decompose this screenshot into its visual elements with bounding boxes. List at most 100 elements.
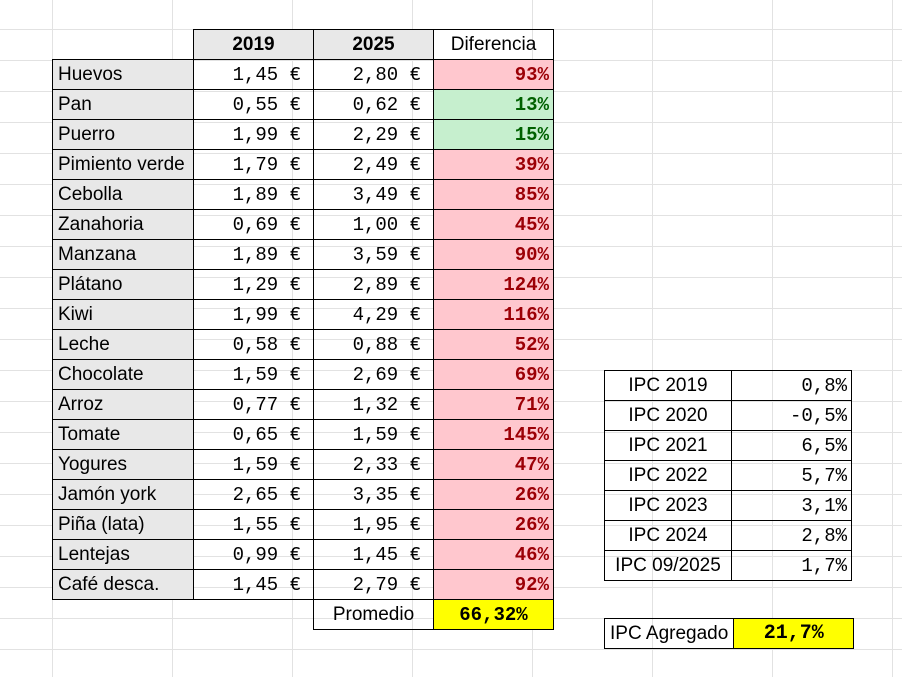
price-2019-cell[interactable]: 1,99 €: [193, 119, 314, 150]
price-2025-cell[interactable]: 2,33 €: [313, 449, 434, 480]
difference-cell[interactable]: 124%: [433, 269, 554, 300]
header-diferencia[interactable]: Diferencia: [433, 29, 554, 60]
product-name-cell[interactable]: Tomate: [52, 419, 194, 450]
price-2019-cell[interactable]: 1,29 €: [193, 269, 314, 300]
empty-cell[interactable]: [194, 600, 314, 630]
price-2019-cell[interactable]: 1,59 €: [193, 449, 314, 480]
price-2025-cell[interactable]: 3,49 €: [313, 179, 434, 210]
difference-cell[interactable]: 26%: [433, 479, 554, 510]
table-row: Puerro 1,99 €2,29 €15%: [52, 119, 554, 150]
ipc-value-cell[interactable]: 0,8%: [731, 370, 852, 401]
ipc-aggregate-label[interactable]: IPC Agregado: [603, 618, 735, 649]
product-name-cell[interactable]: Kiwi: [52, 299, 194, 330]
product-name-cell[interactable]: Leche: [52, 329, 194, 360]
difference-cell[interactable]: 15%: [433, 119, 554, 150]
ipc-label-cell[interactable]: IPC 2020: [604, 400, 732, 431]
ipc-label-cell[interactable]: IPC 2019: [604, 370, 732, 401]
ipc-label-cell[interactable]: IPC 2023: [604, 490, 732, 521]
difference-cell[interactable]: 92%: [433, 569, 554, 600]
ipc-value-cell[interactable]: 3,1%: [731, 490, 852, 521]
price-2025-cell[interactable]: 2,29 €: [313, 119, 434, 150]
header-corner-cell[interactable]: [53, 30, 194, 60]
price-2025-cell[interactable]: 4,29 €: [313, 299, 434, 330]
product-name-cell[interactable]: Jamón york: [52, 479, 194, 510]
difference-cell[interactable]: 47%: [433, 449, 554, 480]
product-name-cell[interactable]: Zanahoria: [52, 209, 194, 240]
ipc-value-cell[interactable]: 6,5%: [731, 430, 852, 461]
product-name-cell[interactable]: Chocolate: [52, 359, 194, 390]
difference-cell[interactable]: 52%: [433, 329, 554, 360]
header-2019[interactable]: 2019: [193, 29, 314, 60]
difference-cell[interactable]: 39%: [433, 149, 554, 180]
price-2019-cell[interactable]: 0,77 €: [193, 389, 314, 420]
difference-cell[interactable]: 69%: [433, 359, 554, 390]
price-2019-cell[interactable]: 1,99 €: [193, 299, 314, 330]
price-2025-cell[interactable]: 2,79 €: [313, 569, 434, 600]
price-2025-cell[interactable]: 1,59 €: [313, 419, 434, 450]
product-name-cell[interactable]: Pimiento verde: [52, 149, 194, 180]
product-name-cell[interactable]: Plátano: [52, 269, 194, 300]
product-name-cell[interactable]: Piña (lata): [52, 509, 194, 540]
price-2019-cell[interactable]: 0,55 €: [193, 89, 314, 120]
product-name-cell[interactable]: Arroz: [52, 389, 194, 420]
ipc-aggregate-value[interactable]: 21,7%: [733, 618, 855, 649]
average-value[interactable]: 66,32%: [433, 599, 554, 630]
product-name-cell[interactable]: Cebolla: [52, 179, 194, 210]
product-name-cell[interactable]: Pan: [52, 89, 194, 120]
table-row: Pimiento verde 1,79 €2,49 €39%: [52, 149, 554, 180]
price-2019-cell[interactable]: 1,45 €: [193, 569, 314, 600]
ipc-value-cell[interactable]: 2,8%: [731, 520, 852, 551]
difference-cell[interactable]: 13%: [433, 89, 554, 120]
ipc-value-cell[interactable]: 5,7%: [731, 460, 852, 491]
price-2025-cell[interactable]: 1,00 €: [313, 209, 434, 240]
product-name-cell[interactable]: Huevos: [52, 59, 194, 90]
price-2025-cell[interactable]: 2,69 €: [313, 359, 434, 390]
price-2019-cell[interactable]: 0,99 €: [193, 539, 314, 570]
price-2025-cell[interactable]: 2,49 €: [313, 149, 434, 180]
price-2025-cell[interactable]: 0,88 €: [313, 329, 434, 360]
price-2019-cell[interactable]: 1,55 €: [193, 509, 314, 540]
price-2019-cell[interactable]: 1,89 €: [193, 179, 314, 210]
difference-cell[interactable]: 90%: [433, 239, 554, 270]
price-2025-cell[interactable]: 1,95 €: [313, 509, 434, 540]
ipc-row: IPC 2020 -0,5%: [604, 400, 852, 431]
table-row: Manzana 1,89 €3,59 €90%: [52, 239, 554, 270]
price-2019-cell[interactable]: 1,45 €: [193, 59, 314, 90]
header-2025[interactable]: 2025: [313, 29, 434, 60]
ipc-label-cell[interactable]: IPC 2021: [604, 430, 732, 461]
product-name-cell[interactable]: Lentejas: [52, 539, 194, 570]
price-2019-cell[interactable]: 0,69 €: [193, 209, 314, 240]
difference-cell[interactable]: 116%: [433, 299, 554, 330]
price-2025-cell[interactable]: 2,89 €: [313, 269, 434, 300]
price-2025-cell[interactable]: 0,62 €: [313, 89, 434, 120]
price-2025-cell[interactable]: 2,80 €: [313, 59, 434, 90]
difference-cell[interactable]: 46%: [433, 539, 554, 570]
price-2019-cell[interactable]: 0,65 €: [193, 419, 314, 450]
ipc-label-cell[interactable]: IPC 09/2025: [604, 550, 732, 581]
product-name-cell[interactable]: Manzana: [52, 239, 194, 270]
ipc-value-cell[interactable]: 1,7%: [731, 550, 852, 581]
price-2019-cell[interactable]: 1,89 €: [193, 239, 314, 270]
ipc-label-cell[interactable]: IPC 2022: [604, 460, 732, 491]
average-label[interactable]: Promedio: [313, 599, 434, 630]
price-2025-cell[interactable]: 1,32 €: [313, 389, 434, 420]
difference-cell[interactable]: 85%: [433, 179, 554, 210]
empty-cell[interactable]: [53, 600, 194, 630]
difference-cell[interactable]: 26%: [433, 509, 554, 540]
price-2019-cell[interactable]: 1,79 €: [193, 149, 314, 180]
price-2025-cell[interactable]: 3,59 €: [313, 239, 434, 270]
product-name-cell[interactable]: Café desca.: [52, 569, 194, 600]
difference-cell[interactable]: 145%: [433, 419, 554, 450]
ipc-label-cell[interactable]: IPC 2024: [604, 520, 732, 551]
price-2019-cell[interactable]: 2,65 €: [193, 479, 314, 510]
product-name-cell[interactable]: Yogures: [52, 449, 194, 480]
price-2019-cell[interactable]: 0,58 €: [193, 329, 314, 360]
price-2019-cell[interactable]: 1,59 €: [193, 359, 314, 390]
price-2025-cell[interactable]: 3,35 €: [313, 479, 434, 510]
difference-cell[interactable]: 93%: [433, 59, 554, 90]
product-name-cell[interactable]: Puerro: [52, 119, 194, 150]
ipc-value-cell[interactable]: -0,5%: [731, 400, 852, 431]
difference-cell[interactable]: 45%: [433, 209, 554, 240]
difference-cell[interactable]: 71%: [433, 389, 554, 420]
price-2025-cell[interactable]: 1,45 €: [313, 539, 434, 570]
